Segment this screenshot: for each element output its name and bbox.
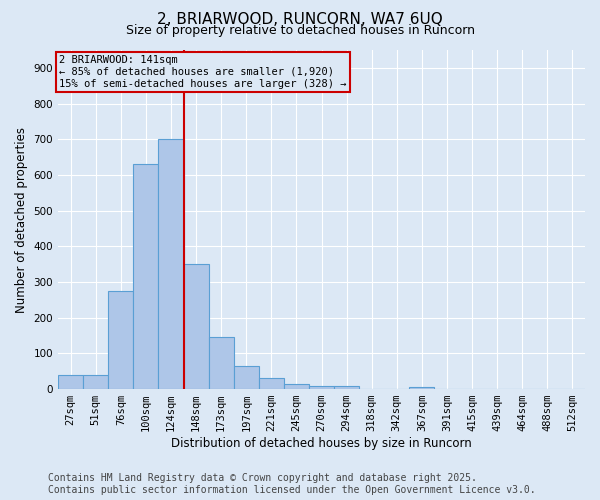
Bar xyxy=(184,264,209,389)
Bar xyxy=(309,386,334,389)
Bar xyxy=(259,378,284,389)
Bar xyxy=(58,375,83,389)
Bar xyxy=(233,366,259,389)
Bar xyxy=(209,338,233,389)
Bar xyxy=(108,291,133,389)
Bar xyxy=(133,164,158,389)
Text: Size of property relative to detached houses in Runcorn: Size of property relative to detached ho… xyxy=(125,24,475,37)
Bar xyxy=(409,388,434,389)
Bar xyxy=(83,375,108,389)
Bar xyxy=(284,384,309,389)
Bar xyxy=(158,139,184,389)
Text: 2 BRIARWOOD: 141sqm
← 85% of detached houses are smaller (1,920)
15% of semi-det: 2 BRIARWOOD: 141sqm ← 85% of detached ho… xyxy=(59,56,347,88)
Bar xyxy=(334,386,359,389)
Text: 2, BRIARWOOD, RUNCORN, WA7 6UQ: 2, BRIARWOOD, RUNCORN, WA7 6UQ xyxy=(157,12,443,28)
Y-axis label: Number of detached properties: Number of detached properties xyxy=(15,126,28,312)
X-axis label: Distribution of detached houses by size in Runcorn: Distribution of detached houses by size … xyxy=(171,437,472,450)
Text: Contains HM Land Registry data © Crown copyright and database right 2025.
Contai: Contains HM Land Registry data © Crown c… xyxy=(48,474,536,495)
